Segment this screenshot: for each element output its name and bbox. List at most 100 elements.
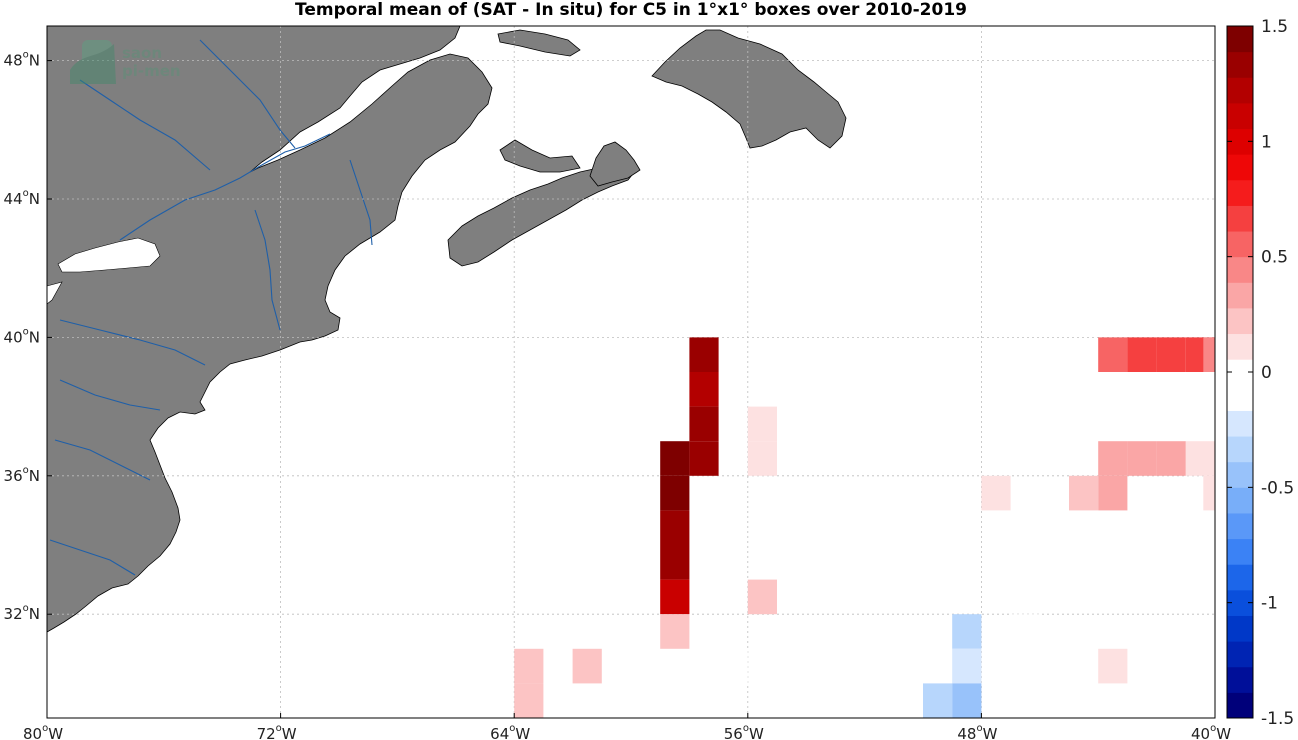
data-cell [747, 441, 777, 476]
data-cell [1156, 441, 1186, 476]
colorbar-segment [1227, 51, 1253, 78]
lake-ontario [57, 237, 161, 273]
hemisphere-suffix: N [29, 52, 40, 70]
hemisphere-suffix: W [749, 725, 764, 740]
colorbar-segment [1227, 436, 1253, 463]
hemisphere-suffix: W [983, 725, 998, 740]
hemisphere-suffix: N [29, 328, 40, 346]
colorbar-segment [1227, 512, 1253, 540]
data-cell [689, 441, 719, 476]
data-cell [952, 683, 982, 718]
data-cell [660, 475, 690, 511]
hemisphere-suffix: N [29, 467, 40, 485]
axes-frame [46, 25, 1216, 719]
data-cell [952, 614, 982, 649]
colorbar-segment [1227, 384, 1253, 411]
logo-mark [70, 40, 116, 84]
data-cell [1098, 475, 1128, 511]
data-cell [718, 648, 748, 684]
data-cell [923, 683, 953, 718]
degree-symbol: o [23, 188, 29, 199]
degree-symbol: o [1210, 723, 1216, 734]
colorbar-segment [1227, 26, 1253, 53]
hemisphere-suffix: N [29, 605, 40, 623]
degree-symbol: o [23, 326, 29, 337]
colorbar-segment [1227, 77, 1253, 104]
degree-symbol: o [42, 723, 48, 734]
data-cell [1098, 337, 1128, 372]
cape-breton-land [589, 141, 641, 187]
colorbar-segment [1227, 282, 1253, 309]
degree-symbol: o [276, 723, 282, 734]
colorbar-segment [1227, 692, 1253, 719]
colorbar-ticks: 1.5 1 0.5 0 -0.5 -1 -1.5 [1227, 17, 1294, 729]
logo-text-line2: pi-men [122, 62, 181, 80]
x-tick-label: 64oW [490, 723, 530, 740]
pei-land [499, 139, 581, 173]
colorbar-segment [1227, 666, 1253, 693]
river-2 [199, 39, 296, 149]
data-cell [1098, 441, 1128, 476]
y-axis-ticks: 48oN 44oN 40oN 36oN 32oN [4, 50, 52, 623]
data-cell [514, 683, 544, 718]
colorbar-segment [1227, 102, 1253, 130]
data-cell [1127, 683, 1157, 718]
degree-symbol: o [23, 465, 29, 476]
data-cell [981, 475, 1011, 511]
data-cell [572, 648, 602, 684]
hemisphere-suffix: W [48, 725, 63, 740]
river-5 [49, 539, 136, 576]
colorbar-segment [1227, 205, 1253, 232]
data-cell [514, 648, 544, 684]
data-cell [689, 372, 719, 407]
data-cell [1127, 441, 1157, 476]
data-cell [689, 406, 719, 442]
rivers [49, 39, 373, 576]
colorbar-tick-label: 0 [1261, 363, 1272, 383]
x-tick-label: 56oW [724, 723, 764, 740]
colorbar-segment [1227, 538, 1253, 565]
colorbar-segment [1227, 641, 1253, 668]
colorbar-segment [1227, 410, 1253, 437]
x-tick-label: 48oW [957, 723, 997, 740]
x-tick-label: 72oW [257, 723, 297, 740]
data-cells [514, 337, 1215, 718]
data-cell [1127, 337, 1157, 372]
data-cell [747, 579, 777, 615]
colorbar-segment [1227, 461, 1253, 488]
data-cell [952, 648, 982, 684]
x-axis-ticks: 80oW 72oW 64oW 56oW 48oW 40oW [23, 713, 1231, 740]
colorbar-segment [1227, 564, 1253, 591]
y-tick-label: 32oN [4, 603, 40, 623]
colorbar-segment [1227, 487, 1253, 514]
data-cell [660, 545, 690, 580]
river-8 [59, 379, 161, 411]
data-cell [660, 510, 690, 545]
degree-symbol: o [23, 50, 29, 61]
colorbar-tick-label: 0.5 [1261, 248, 1288, 268]
degree-symbol: o [23, 603, 29, 614]
colorbar-segment [1227, 615, 1253, 642]
colorbar-segment [1227, 256, 1253, 283]
data-cell [1069, 475, 1099, 511]
y-tick-label: 40oN [4, 326, 40, 346]
land-layer [47, 26, 847, 633]
data-cell [1010, 614, 1040, 649]
newfoundland-land [651, 29, 847, 149]
colorbar-tick-label: -0.5 [1261, 478, 1294, 498]
watermark-logo: saon pi-men [70, 40, 181, 84]
y-tick-label: 44oN [4, 188, 40, 208]
logo-text-line1: saon [122, 44, 162, 62]
map-axes [46, 25, 1216, 719]
map-title: Temporal mean of (SAT - In situ) for C5 … [295, 0, 967, 20]
colorbar-tick-label: -1 [1261, 594, 1278, 614]
colorbar-tick-label: 1.5 [1261, 17, 1288, 37]
data-cell [660, 614, 690, 649]
river-st-lawrence [119, 133, 331, 241]
data-cell [1185, 441, 1215, 476]
hemisphere-suffix: N [29, 190, 40, 208]
data-cell [660, 441, 690, 476]
hemisphere-suffix: W [1216, 725, 1231, 740]
river-3 [59, 319, 206, 366]
